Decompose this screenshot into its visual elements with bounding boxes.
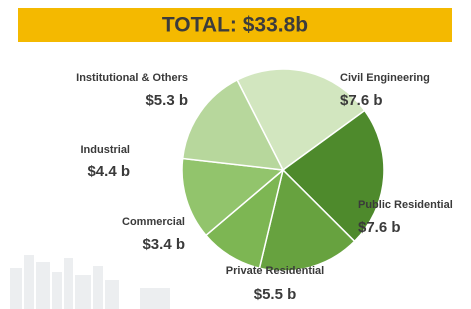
slice-label: Public Residential — [358, 199, 453, 211]
chart: TOTAL: $33.8b Civil Engineering $7.6 b Pub… — [0, 0, 471, 309]
slice-label: Institutional & Others — [76, 72, 188, 84]
chart-title: TOTAL: $33.8b — [162, 14, 308, 37]
value-label: $4.4 b — [87, 163, 130, 180]
slice-label: Civil Engineering — [340, 72, 430, 84]
value-label: $5.3 b — [145, 92, 188, 109]
value-label: $5.5 b — [254, 286, 297, 303]
value-label: $3.4 b — [142, 236, 185, 253]
value-label: $7.6 b — [358, 219, 401, 236]
slice-label: Commercial — [122, 216, 185, 228]
slice-label: Industrial — [80, 144, 130, 156]
page: TOTAL: $33.8b Civil Engineering $7.6 b Pub… — [0, 0, 471, 309]
value-label: $7.6 b — [340, 92, 383, 109]
slice-label: Private Residential — [226, 265, 324, 277]
